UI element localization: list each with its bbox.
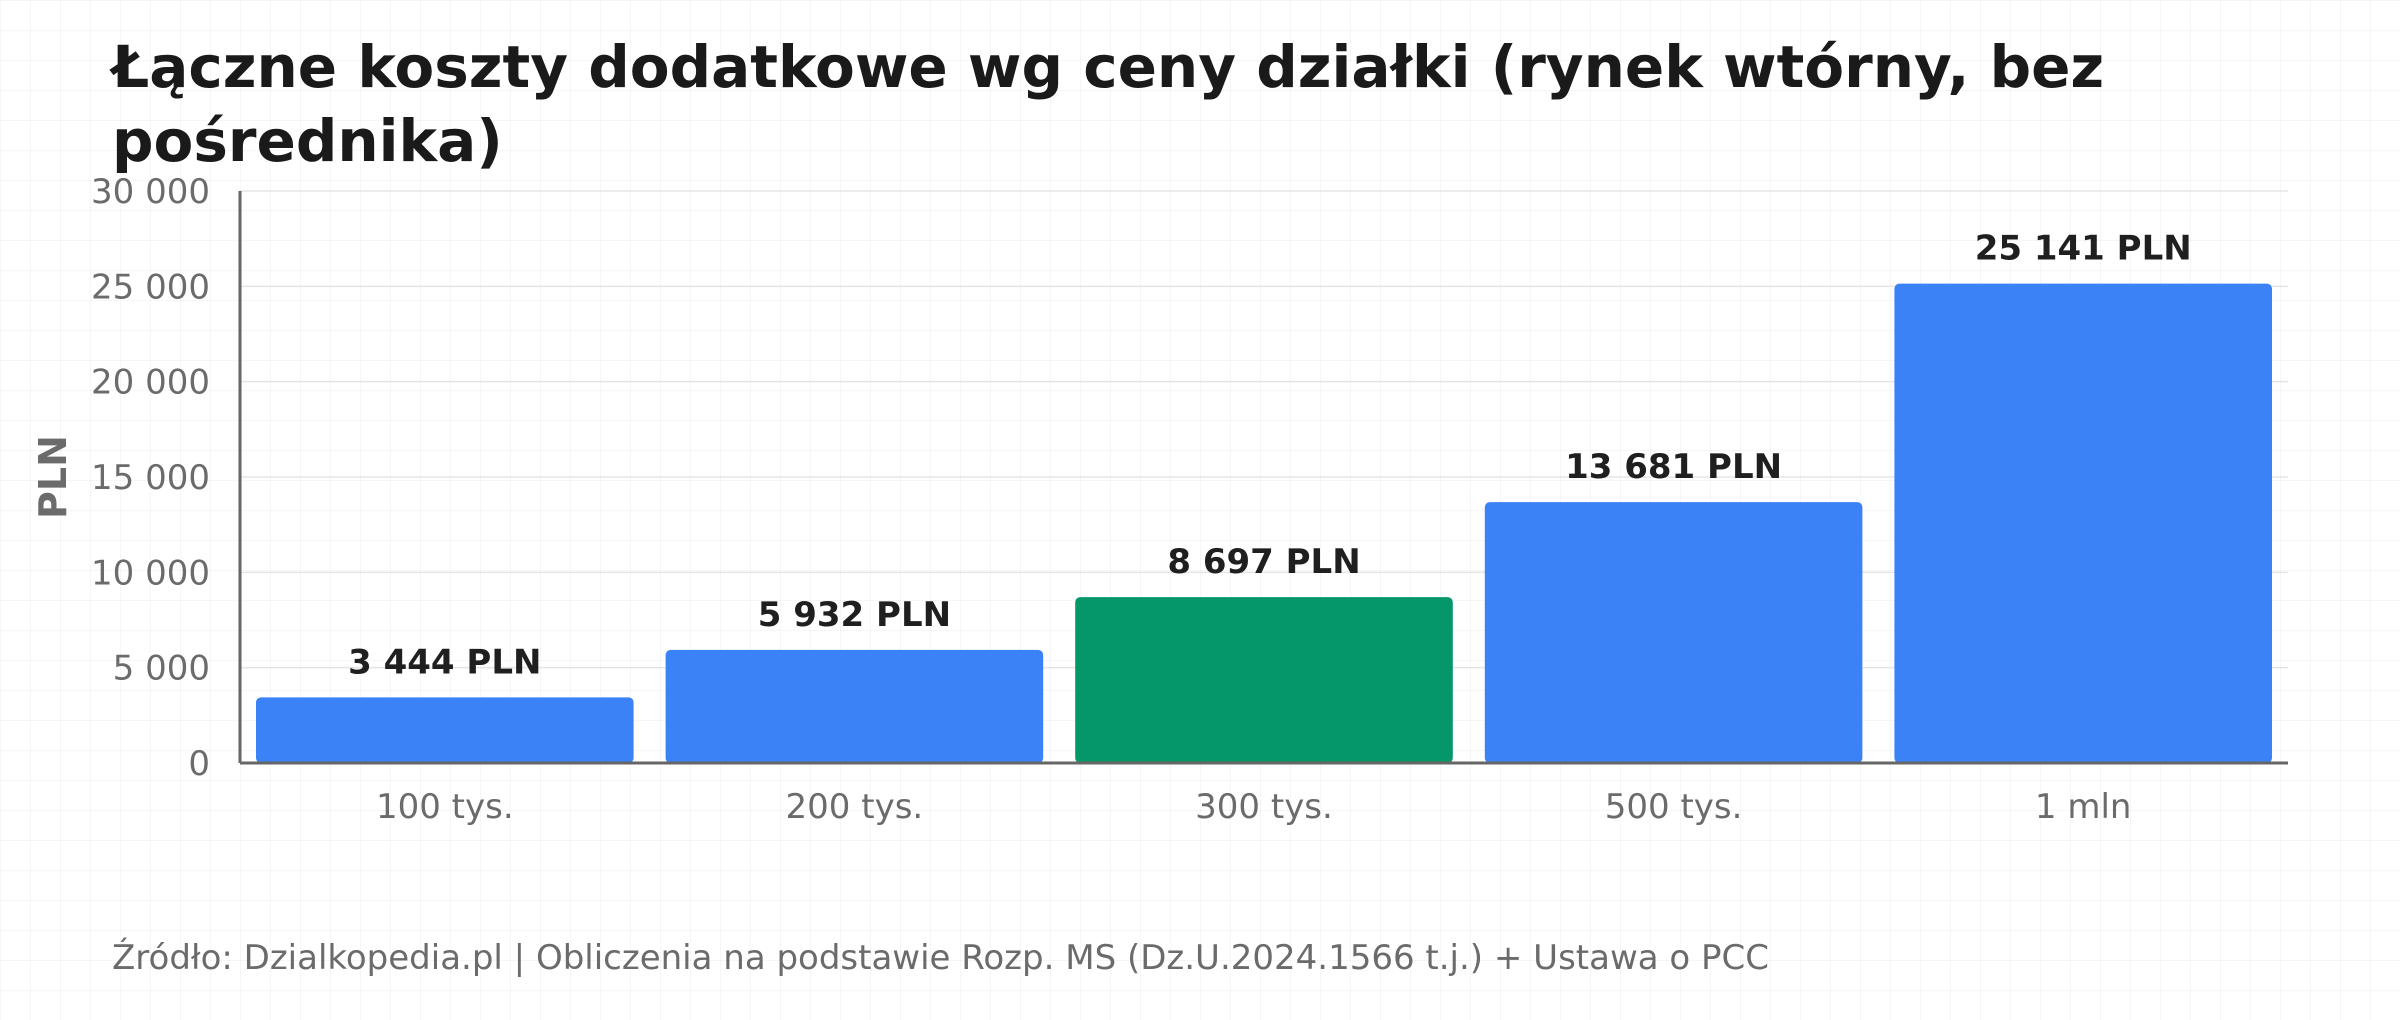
data-label: 3 444 PLN <box>348 642 541 682</box>
x-tick-label: 500 tys. <box>1605 787 1743 827</box>
bar <box>665 649 1044 763</box>
chart-title: Łączne koszty dodatkowe wg ceny działki … <box>112 33 2105 175</box>
source-note: Źródło: Dzialkopedia.pl | Obliczenia na … <box>112 938 1769 978</box>
x-tick-label: 100 tys. <box>376 787 514 827</box>
x-tick-label: 1 mln <box>2035 787 2132 827</box>
x-tick-label: 300 tys. <box>1195 787 1333 827</box>
y-tick-label: 30 000 <box>91 172 210 212</box>
y-tick-label: 20 000 <box>91 363 210 403</box>
bar <box>1484 502 1863 763</box>
x-tick-label: 200 tys. <box>786 787 924 827</box>
y-tick-label: 0 <box>188 744 210 784</box>
data-label: 13 681 PLN <box>1565 447 1782 487</box>
bar <box>1075 597 1453 763</box>
y-tick-label: 10 000 <box>91 553 210 593</box>
y-tick-label: 5 000 <box>113 649 210 689</box>
data-label: 8 697 PLN <box>1167 542 1360 582</box>
data-label: 25 141 PLN <box>1975 229 2192 269</box>
y-axis-label: PLN <box>31 435 75 519</box>
y-tick-label: 15 000 <box>91 458 210 498</box>
data-label: 5 932 PLN <box>758 595 951 635</box>
y-tick-label: 25 000 <box>91 267 210 307</box>
bar <box>256 697 634 763</box>
bar <box>1894 283 2272 763</box>
